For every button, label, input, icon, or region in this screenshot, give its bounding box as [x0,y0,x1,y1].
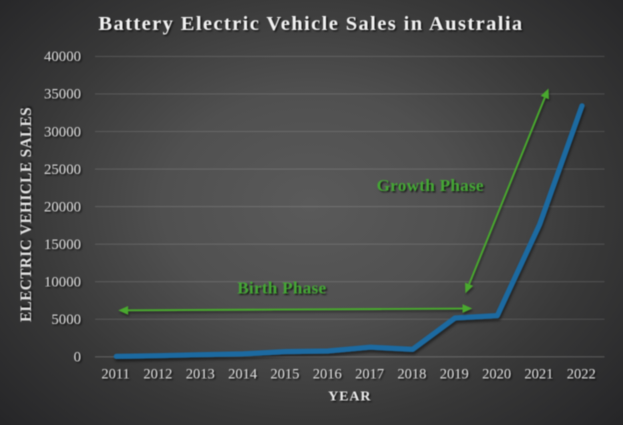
svg-text:2017: 2017 [355,367,384,383]
svg-text:YEAR: YEAR [328,390,371,405]
svg-text:20000: 20000 [44,199,81,215]
svg-text:0: 0 [74,350,81,366]
svg-text:30000: 30000 [44,124,81,140]
svg-text:Battery Electric Vehicle Sales: Battery Electric Vehicle Sales in Austra… [98,13,523,35]
svg-text:2022: 2022 [567,367,596,383]
svg-text:2018: 2018 [397,367,426,383]
svg-text:2021: 2021 [524,367,553,383]
svg-text:2012: 2012 [143,367,172,383]
svg-text:2014: 2014 [228,367,258,383]
svg-text:35000: 35000 [44,87,81,103]
svg-text:2013: 2013 [186,367,215,383]
svg-text:2016: 2016 [313,367,342,383]
svg-text:15000: 15000 [44,237,81,253]
svg-text:25000: 25000 [44,162,81,178]
svg-text:5000: 5000 [51,312,81,328]
svg-text:ELECTRIC VEHICLE SALES: ELECTRIC VEHICLE SALES [18,107,35,322]
svg-text:10000: 10000 [44,275,81,291]
svg-text:2020: 2020 [482,367,511,383]
svg-text:Growth Phase: Growth Phase [377,176,484,195]
svg-text:2015: 2015 [270,367,299,383]
svg-text:Birth Phase: Birth Phase [237,279,326,298]
svg-text:40000: 40000 [44,49,81,65]
svg-text:2011: 2011 [101,367,129,383]
svg-text:2019: 2019 [440,367,469,383]
